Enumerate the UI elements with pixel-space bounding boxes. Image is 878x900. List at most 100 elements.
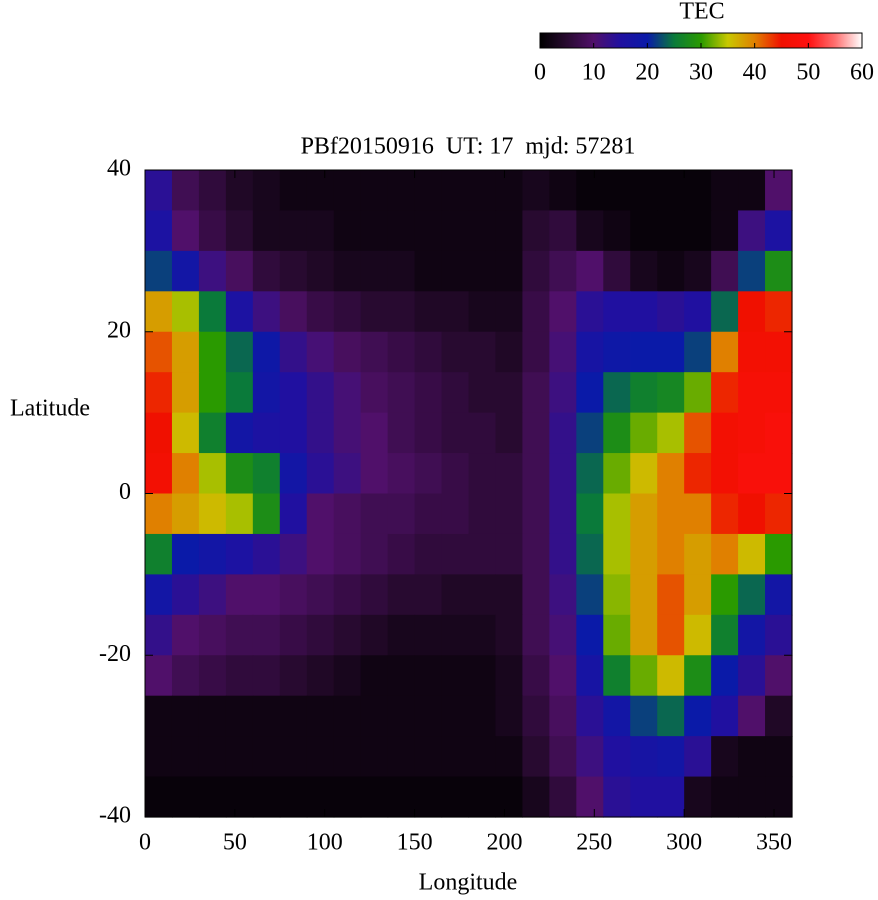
- heatmap-cell: [441, 372, 470, 414]
- heatmap-cell: [387, 695, 416, 737]
- heatmap-cell: [603, 372, 631, 414]
- heatmap-cell: [603, 331, 631, 373]
- heatmap-cell: [225, 453, 254, 495]
- heatmap-cell: [171, 736, 200, 778]
- heatmap-cell: [145, 412, 173, 454]
- heatmap-cell: [765, 695, 793, 737]
- heatmap-cell: [468, 776, 497, 818]
- heatmap-cell: [711, 533, 739, 575]
- heatmap-cell: [684, 695, 712, 737]
- heatmap-cell: [333, 453, 362, 495]
- heatmap-cell: [360, 533, 389, 575]
- heatmap-cell: [522, 250, 550, 292]
- heatmap-cell: [738, 291, 766, 333]
- heatmap-cell: [603, 291, 631, 333]
- heatmap-cell: [765, 533, 793, 575]
- heatmap-cell: [603, 574, 631, 616]
- heatmap-cell: [225, 655, 254, 697]
- heatmap-cell: [279, 493, 308, 535]
- heatmap-cell: [225, 736, 254, 778]
- heatmap-cell: [360, 695, 389, 737]
- heatmap-cell: [225, 412, 254, 454]
- heatmap-cell: [387, 533, 416, 575]
- heatmap-cell: [252, 372, 281, 414]
- heatmap-cell: [145, 776, 173, 818]
- heatmap-cell: [414, 655, 443, 697]
- heatmap-cell: [306, 493, 335, 535]
- heatmap-cell: [360, 655, 389, 697]
- heatmap-cell: [468, 574, 497, 616]
- heatmap-cell: [198, 574, 227, 616]
- heatmap-cell: [657, 736, 685, 778]
- heatmap-cell: [738, 695, 766, 737]
- heatmap-cell: [630, 291, 658, 333]
- heatmap-cell: [657, 776, 685, 818]
- heatmap-cell: [576, 736, 604, 778]
- heatmap-cell: [145, 695, 173, 737]
- heatmap-cell: [360, 170, 389, 212]
- heatmap-cell: [252, 210, 281, 252]
- heatmap-cell: [549, 291, 577, 333]
- heatmap-cell: [684, 655, 712, 697]
- heatmap-cell: [495, 372, 524, 414]
- heatmap-cell: [306, 655, 335, 697]
- heatmap-cell: [252, 574, 281, 616]
- heatmap-cell: [657, 250, 685, 292]
- heatmap-cell: [468, 291, 497, 333]
- heatmap-cell: [225, 493, 254, 535]
- heatmap-cell: [441, 776, 470, 818]
- heatmap-cell: [549, 655, 577, 697]
- heatmap-cell: [198, 453, 227, 495]
- heatmap-cell: [495, 453, 524, 495]
- heatmap-cell: [522, 331, 550, 373]
- heatmap-cell: [468, 331, 497, 373]
- heatmap-cell: [279, 291, 308, 333]
- heatmap-cell: [252, 493, 281, 535]
- heatmap-cell: [333, 412, 362, 454]
- heatmap-cell: [145, 210, 173, 252]
- heatmap-cell: [252, 331, 281, 373]
- heatmap-cell: [198, 412, 227, 454]
- heatmap-cell: [306, 291, 335, 333]
- heatmap-cell: [387, 372, 416, 414]
- heatmap-cell: [765, 655, 793, 697]
- heatmap-cell: [630, 614, 658, 656]
- heatmap-cell: [387, 655, 416, 697]
- heatmap-cell: [387, 331, 416, 373]
- heatmap-cell: [279, 776, 308, 818]
- heatmap-cell: [279, 453, 308, 495]
- heatmap-cell: [711, 291, 739, 333]
- heatmap-cell: [414, 614, 443, 656]
- colorbar-tick-label: 20: [635, 60, 659, 86]
- heatmap-cell: [225, 372, 254, 414]
- heatmap-cell: [495, 736, 524, 778]
- heatmap-cell: [333, 655, 362, 697]
- heatmap-cell: [279, 736, 308, 778]
- heatmap-cell: [657, 210, 685, 252]
- heatmap-cell: [711, 614, 739, 656]
- heatmap-cell: [522, 695, 550, 737]
- heatmap-cell: [549, 533, 577, 575]
- heatmap-cell: [252, 533, 281, 575]
- heatmap-cell: [171, 655, 200, 697]
- heatmap-cell: [711, 250, 739, 292]
- heatmap-cell: [603, 170, 631, 212]
- heatmap-cell: [765, 412, 793, 454]
- heatmap-cell: [738, 655, 766, 697]
- heatmap-cell: [225, 210, 254, 252]
- colorbar-tick-label: 30: [689, 60, 713, 86]
- x-tick-label: 0: [139, 830, 151, 856]
- heatmap-cell: [549, 331, 577, 373]
- heatmap-cell: [279, 614, 308, 656]
- heatmap-cell: [171, 210, 200, 252]
- heatmap-cell: [252, 250, 281, 292]
- heatmap-cell: [145, 250, 173, 292]
- heatmap-cell: [225, 695, 254, 737]
- heatmap-cell: [333, 291, 362, 333]
- heatmap-cell: [414, 210, 443, 252]
- heatmap-cell: [360, 412, 389, 454]
- heatmap-cell: [171, 574, 200, 616]
- heatmap-cell: [360, 372, 389, 414]
- heatmap-cell: [387, 736, 416, 778]
